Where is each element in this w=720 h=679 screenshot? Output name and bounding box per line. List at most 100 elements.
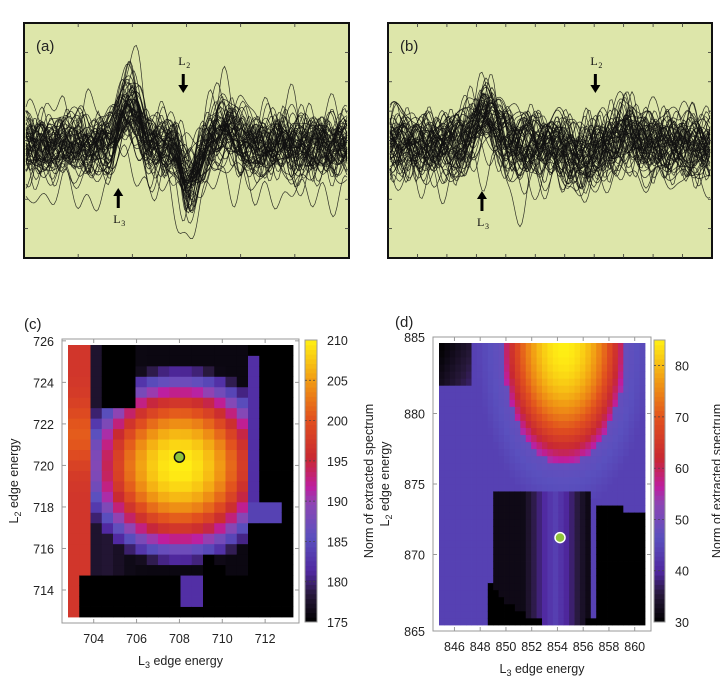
heatmap-cell — [590, 476, 597, 485]
heatmap-cell — [558, 491, 565, 499]
heatmap-cell — [552, 589, 559, 598]
heatmap-cell — [542, 484, 548, 492]
heatmap-cell — [169, 522, 181, 534]
heatmap-cell — [520, 484, 527, 492]
heatmap-cell — [623, 582, 630, 591]
heatmap-cell — [180, 365, 193, 377]
heatmap-cell — [281, 407, 294, 419]
heatmap-cell — [596, 434, 603, 443]
heatmap-cell — [509, 427, 516, 436]
heatmap-cell — [634, 406, 640, 414]
heatmap-cell — [601, 343, 608, 351]
heatmap-cell — [542, 512, 548, 520]
heatmap-cell — [146, 355, 159, 367]
heatmap-cell — [579, 533, 586, 541]
heatmap-cell — [569, 392, 575, 400]
heatmap-cell — [449, 406, 456, 414]
y-tick-label: 880 — [404, 408, 425, 422]
heatmap-cell — [531, 512, 537, 520]
colorbar-frame — [304, 339, 318, 623]
heatmap-cell — [552, 596, 559, 605]
colorbar-segment — [305, 504, 317, 510]
heatmap-cell — [281, 543, 294, 555]
heatmap-cell — [547, 364, 554, 372]
heatmap-cell — [466, 420, 472, 428]
heatmap-cell — [579, 469, 586, 478]
heatmap-cell — [563, 406, 570, 414]
heatmap-cell — [520, 491, 527, 499]
heatmap-cell — [585, 484, 592, 492]
heatmap-cell — [563, 603, 570, 612]
heatmap-cell — [135, 365, 148, 377]
annotation-subscript: 3 — [485, 222, 489, 231]
heatmap-cell — [449, 505, 456, 513]
heatmap-cell — [574, 561, 581, 569]
heatmap-cell — [579, 364, 586, 372]
heatmap-cell — [449, 575, 456, 584]
heatmap-cell — [525, 476, 532, 485]
heatmap-cell — [634, 434, 640, 443]
heatmap-cell — [101, 585, 114, 597]
heatmap-cell — [558, 399, 565, 407]
heatmap-cell — [135, 596, 148, 607]
heatmap-cell — [563, 519, 570, 527]
heatmap-cell — [439, 476, 445, 485]
y-tick-label: 714 — [33, 584, 54, 598]
heatmap-cell — [482, 610, 489, 619]
heatmap-cell — [525, 364, 532, 372]
heatmap-cell — [248, 522, 260, 534]
heatmap-cell — [135, 501, 148, 513]
heatmap-cell — [476, 413, 483, 421]
heatmap-cell — [509, 392, 516, 400]
heatmap-cell — [444, 448, 451, 457]
heatmap-cell — [520, 455, 527, 464]
spectrum-curve — [389, 124, 711, 183]
heatmap-cell — [514, 441, 521, 450]
panel-a: (a)L 2L 3 — [23, 22, 350, 259]
heatmap-cell — [536, 469, 543, 478]
heatmap-cell — [585, 385, 592, 393]
colorbar-segment — [654, 434, 665, 440]
heatmap-cell — [612, 413, 619, 421]
colorbar-segment — [654, 354, 665, 360]
heatmap-cell — [482, 533, 489, 541]
heatmap-cell — [525, 505, 532, 513]
heatmap-cell — [79, 596, 91, 607]
heatmap-cell — [498, 554, 505, 562]
colorbar-segment — [305, 495, 317, 501]
heatmap-cell — [542, 434, 548, 443]
spectrum-curve — [25, 114, 348, 222]
heatmap-cell — [471, 575, 478, 584]
heatmap-cell — [552, 568, 559, 577]
heatmap-cell — [623, 420, 630, 428]
heatmap-cell — [471, 596, 478, 605]
heatmap-cell — [439, 455, 445, 464]
heatmap-cell — [259, 491, 271, 503]
heatmap-cell — [180, 386, 193, 398]
colorbar-segment — [305, 354, 317, 360]
heatmap-cell — [158, 543, 170, 555]
heatmap-cell — [180, 470, 193, 482]
heatmap-cell — [509, 476, 516, 485]
heatmap-cell — [612, 462, 619, 471]
heatmap-cell — [623, 406, 630, 414]
heatmap-cell — [623, 617, 630, 626]
heatmap-cell — [536, 561, 543, 569]
heatmap-cell — [520, 441, 527, 450]
heatmap-cell — [169, 585, 181, 597]
heatmap-cell — [520, 512, 527, 520]
heatmap-cell — [634, 420, 640, 428]
colorbar-segment — [654, 485, 665, 491]
heatmap-cell — [579, 554, 586, 562]
heatmap-cell — [607, 364, 613, 372]
heatmap-cell — [547, 441, 554, 450]
heatmap-cell — [146, 522, 159, 534]
heatmap-cell — [498, 371, 505, 379]
heatmap-cell — [574, 484, 581, 492]
heatmap-cell — [520, 357, 527, 365]
heatmap-cell — [259, 564, 271, 576]
heatmap-cell — [585, 420, 592, 428]
colorbar-tick-label: 70 — [675, 411, 689, 425]
heatmap-cell — [542, 596, 548, 605]
heatmap-cell — [612, 561, 619, 569]
